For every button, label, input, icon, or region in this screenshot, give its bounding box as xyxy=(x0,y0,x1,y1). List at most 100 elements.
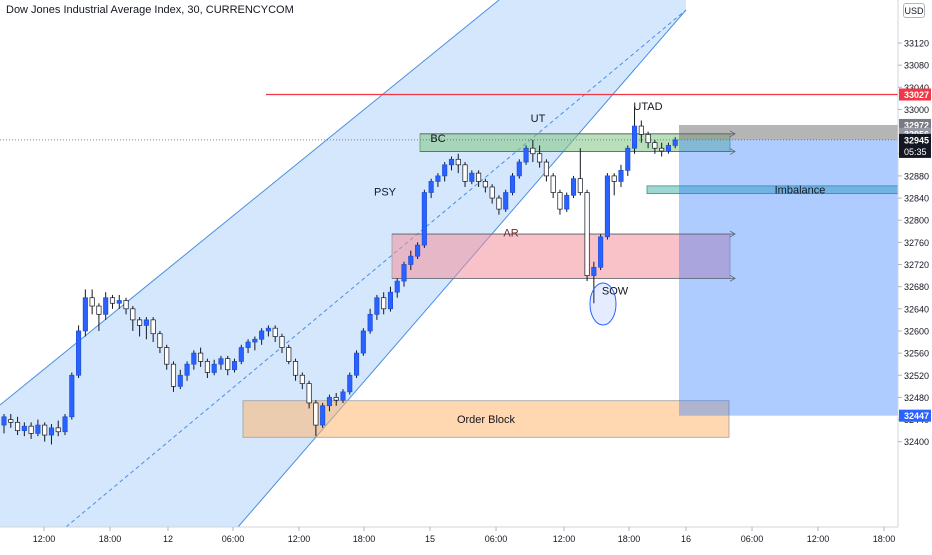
candle-body-67[interactable] xyxy=(455,158,461,166)
candle-body-11[interactable] xyxy=(76,330,82,376)
candle-body-26[interactable] xyxy=(177,374,183,387)
candle-body-2[interactable] xyxy=(15,421,21,431)
candle-body-54[interactable] xyxy=(367,313,373,332)
candle-body-49[interactable] xyxy=(333,397,339,401)
candle-body-23[interactable] xyxy=(157,333,163,348)
candle-body-22[interactable] xyxy=(150,319,156,335)
candle-body-18[interactable] xyxy=(123,300,129,310)
candle-body-94[interactable] xyxy=(638,125,644,135)
candle-body-86[interactable] xyxy=(584,192,590,276)
candle-body-44[interactable] xyxy=(299,374,305,384)
candle-body-78[interactable] xyxy=(530,147,536,155)
candle-body-33[interactable] xyxy=(225,358,231,371)
candle-body-98[interactable] xyxy=(665,145,671,152)
candle-body-15[interactable] xyxy=(103,297,109,315)
candle-body-69[interactable] xyxy=(469,172,475,182)
candle-body-7[interactable] xyxy=(48,427,55,436)
candle-body-35[interactable] xyxy=(238,347,244,362)
candle-body-52[interactable] xyxy=(354,352,360,376)
candle-body-17[interactable] xyxy=(116,300,122,304)
candle-body-0[interactable] xyxy=(1,416,7,426)
candle-body-74[interactable] xyxy=(503,192,509,210)
candle-body-51[interactable] xyxy=(347,374,353,393)
candle-body-66[interactable] xyxy=(448,158,455,166)
candle-body-73[interactable] xyxy=(496,197,502,210)
currency-badge[interactable]: USD xyxy=(903,3,925,18)
candle-body-72[interactable] xyxy=(489,186,495,199)
candle-body-91[interactable] xyxy=(618,170,624,182)
candle-body-55[interactable] xyxy=(374,297,380,315)
candle-body-24[interactable] xyxy=(164,347,170,365)
candle-body-45[interactable] xyxy=(306,383,312,404)
candle-body-63[interactable] xyxy=(428,181,434,193)
candle-body-50[interactable] xyxy=(340,391,346,401)
candle-body-99[interactable] xyxy=(672,139,678,146)
candle-body-70[interactable] xyxy=(476,172,482,182)
candle-body-32[interactable] xyxy=(218,358,224,365)
candle-body-87[interactable] xyxy=(591,266,597,276)
candle-body-4[interactable] xyxy=(28,425,34,434)
candle-body-83[interactable] xyxy=(564,194,570,210)
candle-body-5[interactable] xyxy=(35,424,41,434)
candle-body-37[interactable] xyxy=(252,338,258,343)
candle-body-31[interactable] xyxy=(211,363,217,373)
candle-body-90[interactable] xyxy=(611,175,617,182)
candle-body-41[interactable] xyxy=(279,336,285,348)
candle-body-96[interactable] xyxy=(652,142,658,149)
candle-body-19[interactable] xyxy=(130,308,136,321)
candle-body-16[interactable] xyxy=(109,297,116,304)
candle-body-42[interactable] xyxy=(286,347,292,362)
candle-body-21[interactable] xyxy=(143,319,149,326)
candle-body-89[interactable] xyxy=(604,175,610,238)
candle-body-27[interactable] xyxy=(184,363,190,376)
candle-body-14[interactable] xyxy=(96,305,102,315)
candle-body-9[interactable] xyxy=(62,416,68,433)
candle-body-92[interactable] xyxy=(625,147,631,171)
candle-body-30[interactable] xyxy=(204,361,210,373)
candle-body-93[interactable] xyxy=(631,125,638,149)
candle-body-77[interactable] xyxy=(523,147,529,163)
candle-body-39[interactable] xyxy=(265,327,271,332)
candle-body-64[interactable] xyxy=(435,175,441,182)
candle-body-20[interactable] xyxy=(137,319,143,326)
candle-body-57[interactable] xyxy=(387,291,394,310)
candle-body-61[interactable] xyxy=(415,244,421,257)
candle-body-40[interactable] xyxy=(272,327,278,337)
candle-body-3[interactable] xyxy=(21,425,27,431)
candle-body-13[interactable] xyxy=(89,297,95,307)
candle-body-28[interactable] xyxy=(191,352,197,365)
candle-body-25[interactable] xyxy=(170,363,177,387)
candle-body-43[interactable] xyxy=(292,361,299,376)
candle-body-68[interactable] xyxy=(462,164,468,182)
candle-body-10[interactable] xyxy=(69,374,75,418)
candle-body-59[interactable] xyxy=(401,264,407,282)
time-axis-bg[interactable] xyxy=(0,527,932,550)
candle-body-1[interactable] xyxy=(8,419,14,423)
candle-body-95[interactable] xyxy=(645,134,651,144)
candle-body-84[interactable] xyxy=(570,178,577,196)
candle-body-38[interactable] xyxy=(259,330,265,340)
candle-body-85[interactable] xyxy=(577,178,583,193)
candle-body-60[interactable] xyxy=(408,255,414,265)
candle-body-6[interactable] xyxy=(42,424,48,436)
candle-body-53[interactable] xyxy=(360,330,366,354)
candle-body-65[interactable] xyxy=(442,164,448,177)
candle-body-80[interactable] xyxy=(543,161,549,177)
candle-body-81[interactable] xyxy=(550,175,556,193)
candle-body-34[interactable] xyxy=(231,361,238,371)
candle-body-75[interactable] xyxy=(509,175,516,193)
candle-body-79[interactable] xyxy=(537,153,543,163)
candle-body-12[interactable] xyxy=(82,297,88,332)
candle-body-8[interactable] xyxy=(55,427,61,433)
candle-body-76[interactable] xyxy=(516,161,522,177)
candle-body-58[interactable] xyxy=(394,280,400,293)
candle-body-36[interactable] xyxy=(245,341,251,348)
candle-body-82[interactable] xyxy=(557,192,563,210)
candle-body-56[interactable] xyxy=(381,297,387,310)
candle-body-48[interactable] xyxy=(326,397,332,407)
candle-body-62[interactable] xyxy=(421,192,427,246)
candle-body-46[interactable] xyxy=(313,402,319,426)
candle-body-97[interactable] xyxy=(659,147,665,152)
candle-body-29[interactable] xyxy=(198,352,204,362)
